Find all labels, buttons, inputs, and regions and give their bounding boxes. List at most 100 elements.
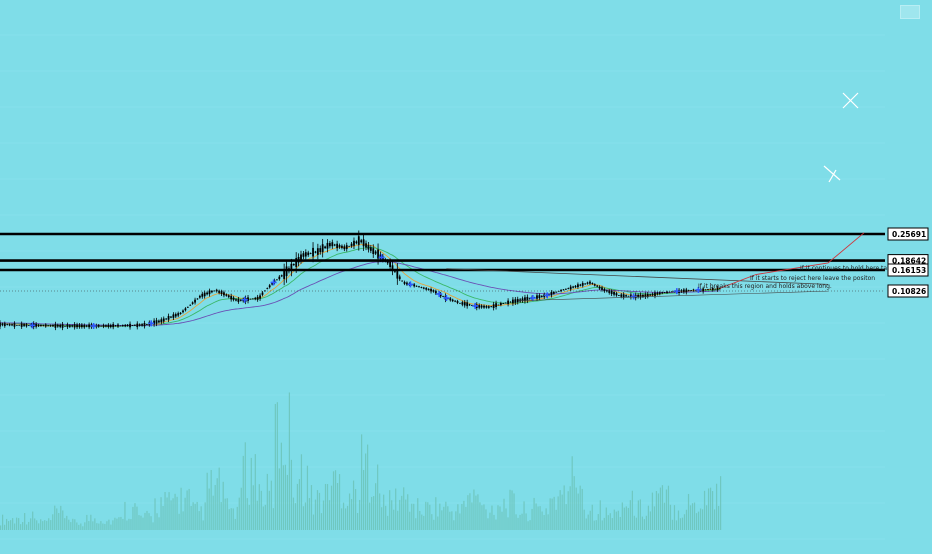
- volume-bar-27: [54, 505, 56, 530]
- signal-marker-11-icon: [544, 292, 551, 299]
- volume-bar-333: [667, 485, 670, 530]
- settings-badge[interactable]: [900, 5, 920, 19]
- candle-body-109: [261, 292, 264, 295]
- candle-body-30: [71, 325, 74, 327]
- volume-bar-291: [583, 509, 585, 530]
- volume-bar-102: [204, 502, 206, 530]
- volume-bar-191: [383, 494, 385, 530]
- candle-body-268: [644, 294, 647, 298]
- candle-body-4: [8, 324, 11, 326]
- volume-bar-302: [605, 507, 607, 530]
- volume-bar-15: [30, 518, 32, 530]
- candle-body-236: [567, 288, 570, 289]
- candle-body-220: [528, 298, 531, 300]
- candle-body-161: [386, 260, 389, 264]
- volume-bar-123: [246, 498, 248, 530]
- volume-bar-186: [373, 496, 375, 530]
- volume-bar-319: [639, 499, 641, 530]
- candle-body-8: [18, 324, 21, 326]
- candle-body-17: [40, 324, 42, 327]
- volume-bar-242: [485, 509, 487, 530]
- volume-bar-165: [330, 485, 333, 530]
- volume-bar-286: [573, 476, 575, 530]
- volume-bar-171: [342, 502, 345, 530]
- volume-bar-318: [637, 500, 639, 530]
- volume-bar-154: [308, 498, 311, 530]
- candle-body-219: [526, 296, 529, 301]
- volume-bar-131: [262, 506, 264, 530]
- volume-bar-325: [651, 492, 654, 530]
- candle-body-143: [343, 246, 346, 250]
- candle-body-163: [391, 265, 394, 272]
- price-levels: [0, 232, 885, 292]
- volume-bar-108: [216, 478, 218, 530]
- candle-body-45: [107, 324, 110, 328]
- volume-bar-346: [693, 502, 696, 530]
- volume-bar-223: [447, 506, 449, 530]
- volume-bar-14: [28, 521, 30, 530]
- volume-bar-272: [545, 508, 547, 530]
- volume-bar-128: [256, 500, 258, 530]
- volume-bar-4: [8, 521, 10, 530]
- volume-bar-312: [625, 506, 627, 530]
- volume-bar-315: [631, 490, 633, 530]
- ema-lines: [0, 244, 721, 328]
- volume-bar-190: [381, 507, 383, 530]
- volume-bar-97: [194, 503, 196, 530]
- volume-bar-188: [377, 464, 379, 530]
- candle-body-255: [613, 291, 615, 295]
- price-level-label-0: 0.25691: [892, 230, 926, 239]
- candle-body-173: [415, 285, 418, 287]
- candle-body-153: [367, 245, 370, 250]
- candle-body-168: [403, 281, 406, 284]
- volume-bar-313: [627, 507, 629, 530]
- volume-bar-351: [703, 490, 706, 530]
- volume-bar-266: [533, 497, 535, 530]
- candle-body-50: [119, 325, 122, 327]
- note-1: If it continues to hold here take: [800, 265, 894, 272]
- volume-bar-48: [96, 523, 98, 530]
- volume-bar-289: [579, 485, 581, 530]
- volume-bar-256: [513, 493, 515, 530]
- volume-bar-28: [56, 508, 58, 530]
- volume-bar-294: [589, 510, 591, 530]
- volume-bar-268: [537, 506, 539, 530]
- candle-body-18: [42, 325, 45, 326]
- candle-body-167: [401, 280, 404, 282]
- volume-bar-239: [479, 502, 481, 530]
- volume-bar-331: [663, 502, 666, 530]
- volume-bar-136: [272, 508, 274, 530]
- signal-marker-7-icon: [436, 291, 443, 298]
- volume-bar-113: [226, 498, 228, 530]
- volume-bar-73: [146, 510, 148, 530]
- volume-bar-167: [334, 470, 337, 530]
- candle-body-224: [538, 295, 541, 299]
- volume-bar-303: [607, 515, 609, 530]
- candle-body-31: [73, 324, 76, 328]
- volume-bar-124: [248, 504, 250, 530]
- candle-body-184: [442, 296, 444, 297]
- volume-bar-255: [511, 490, 513, 530]
- candle-body-133: [319, 248, 322, 253]
- candle-body-267: [642, 294, 644, 297]
- candle-body-44: [105, 325, 107, 327]
- trendlines: [446, 268, 829, 301]
- candle-body-276: [663, 292, 666, 294]
- candle-body-218: [524, 297, 526, 302]
- candle-body-210: [504, 302, 507, 304]
- volume-bar-271: [543, 514, 545, 530]
- volume-bar-35: [70, 522, 72, 530]
- volume-bar-80: [160, 497, 162, 530]
- volume-bar-287: [575, 487, 577, 530]
- volume-bar-112: [224, 498, 226, 530]
- candle-body-193: [463, 302, 466, 306]
- volume-bar-81: [162, 506, 164, 530]
- volume-bar-252: [505, 508, 507, 530]
- candle-body-52: [124, 324, 127, 327]
- candle-body-211: [507, 300, 509, 305]
- volume-bars: [0, 392, 722, 530]
- volume-bar-157: [314, 499, 317, 530]
- candle-body-98: [235, 299, 237, 301]
